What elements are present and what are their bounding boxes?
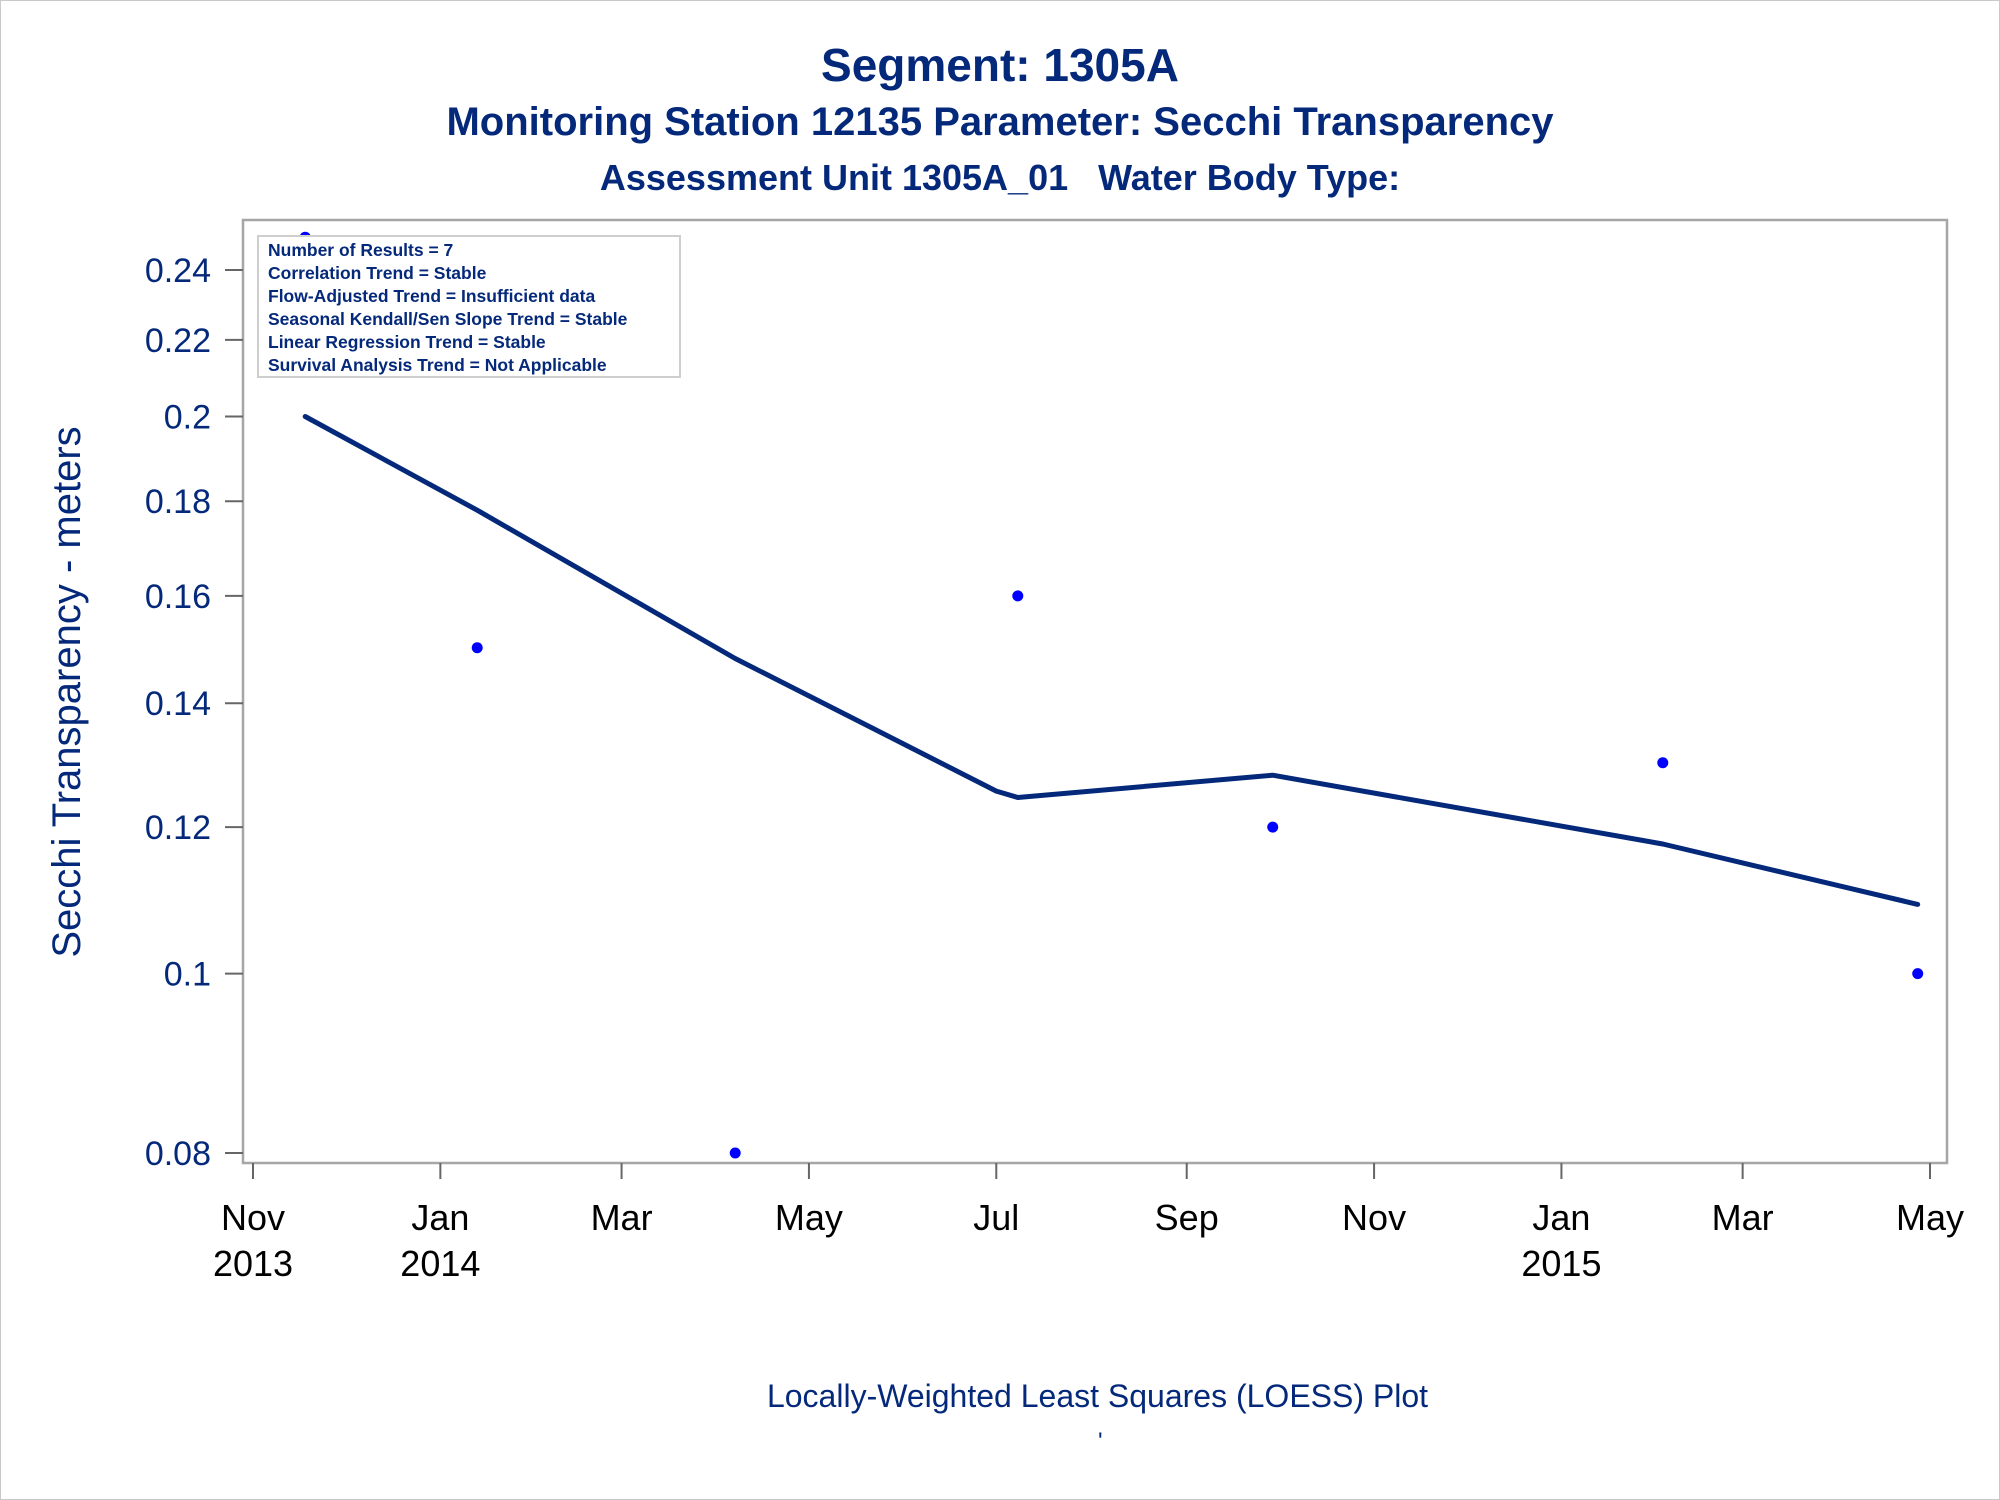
footnote-mark: ' [1098, 1428, 1103, 1455]
plot-frame [241, 218, 1949, 1165]
stats-inset-line: Correlation Trend = Stable [268, 263, 487, 283]
chart-title: Segment: 1305A [821, 39, 1179, 91]
x-tick-label-year: 2015 [1521, 1243, 1601, 1284]
y-tick-label: 0.18 [145, 483, 211, 521]
y-tick-label: 0.12 [145, 809, 211, 847]
data-point [471, 642, 483, 654]
stats-inset-line: Linear Regression Trend = Stable [268, 332, 546, 352]
y-tick-label: 0.1 [164, 956, 211, 994]
x-tick-label-month: Nov [1342, 1197, 1406, 1238]
x-tick-label-month: Nov [221, 1197, 285, 1238]
y-tick-label: 0.2 [164, 399, 211, 437]
y-tick-label: 0.08 [145, 1135, 211, 1173]
stats-inset-box [257, 235, 681, 378]
y-tick-label: 0.16 [145, 578, 211, 616]
x-tick-label-month: Jul [973, 1197, 1019, 1238]
data-point [729, 1147, 741, 1159]
y-tick-label: 0.14 [145, 685, 211, 723]
x-tick-label-month: Mar [591, 1197, 653, 1238]
y-tick-label: 0.24 [145, 252, 211, 290]
x-tick-label-month: Mar [1712, 1197, 1774, 1238]
x-tick-label-month: Jan [1532, 1197, 1590, 1238]
data-point [1012, 590, 1024, 602]
data-point [1267, 821, 1279, 833]
x-tick-label-month: May [1896, 1197, 1964, 1238]
x-tick-label-month: Sep [1155, 1197, 1219, 1238]
x-tick-label-year: 2013 [213, 1243, 293, 1284]
stats-inset-line: Survival Analysis Trend = Not Applicable [268, 355, 607, 375]
y-axis-label: Secchi Transparency - meters [45, 426, 89, 957]
x-tick-label-year: 2014 [400, 1243, 480, 1284]
loess-line [302, 414, 1921, 907]
chart-subtitle-2: Assessment Unit 1305A_01 Water Body Type… [599, 157, 1401, 198]
data-point [1912, 968, 1924, 980]
stats-inset-line: Flow-Adjusted Trend = Insufficient data [268, 286, 595, 306]
stats-inset-line: Seasonal Kendall/Sen Slope Trend = Stabl… [268, 309, 628, 329]
x-tick-label-month: Jan [411, 1197, 469, 1238]
y-tick-label: 0.22 [145, 322, 211, 360]
data-point [1657, 757, 1669, 769]
footnote: Locally-Weighted Least Squares (LOESS) P… [766, 1378, 1429, 1414]
x-tick-label-month: May [775, 1197, 843, 1238]
stats-inset-line: Number of Results = 7 [268, 240, 453, 260]
chart-subtitle: Monitoring Station 12135 Parameter: Secc… [446, 100, 1554, 144]
